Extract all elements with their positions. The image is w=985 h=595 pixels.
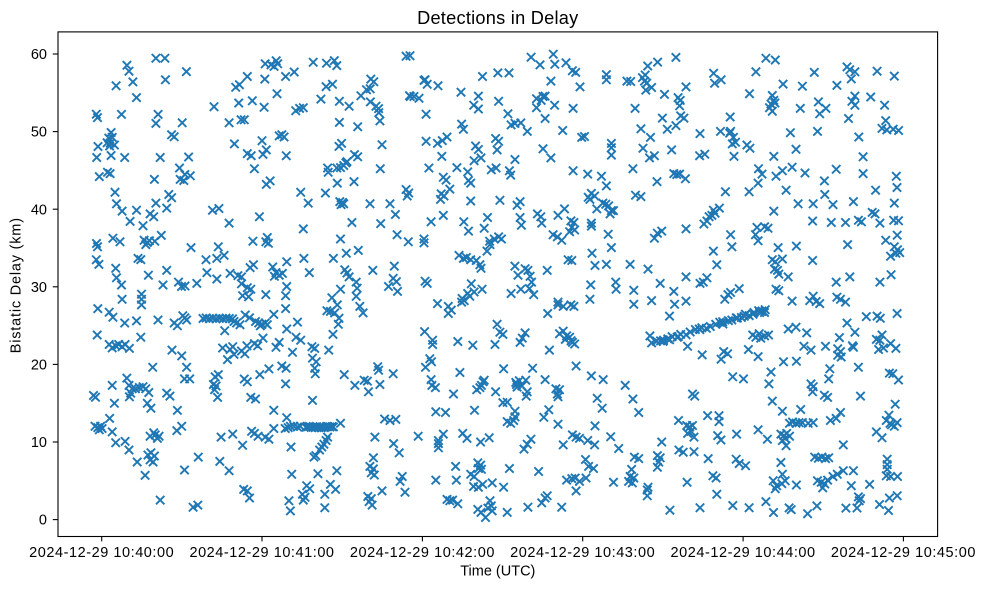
svg-text:50: 50 bbox=[31, 125, 47, 141]
svg-text:Time (UTC): Time (UTC) bbox=[460, 564, 535, 580]
svg-text:2024-12-29 10:44:00: 2024-12-29 10:44:00 bbox=[671, 545, 816, 561]
svg-text:10: 10 bbox=[31, 435, 47, 451]
svg-text:2024-12-29 10:45:00: 2024-12-29 10:45:00 bbox=[831, 545, 976, 561]
svg-text:20: 20 bbox=[31, 358, 47, 374]
svg-text:2024-12-29 10:42:00: 2024-12-29 10:42:00 bbox=[350, 545, 495, 561]
svg-text:2024-12-29 10:43:00: 2024-12-29 10:43:00 bbox=[510, 545, 655, 561]
svg-text:0: 0 bbox=[39, 513, 47, 529]
svg-text:30: 30 bbox=[31, 280, 47, 296]
svg-text:40: 40 bbox=[31, 202, 47, 218]
svg-text:2024-12-29 10:41:00: 2024-12-29 10:41:00 bbox=[189, 545, 334, 561]
svg-text:60: 60 bbox=[31, 47, 47, 63]
svg-text:Bistatic Delay (km): Bistatic Delay (km) bbox=[9, 217, 25, 353]
svg-text:2024-12-29 10:40:00: 2024-12-29 10:40:00 bbox=[29, 545, 174, 561]
svg-text:Detections in Delay: Detections in Delay bbox=[417, 8, 579, 28]
